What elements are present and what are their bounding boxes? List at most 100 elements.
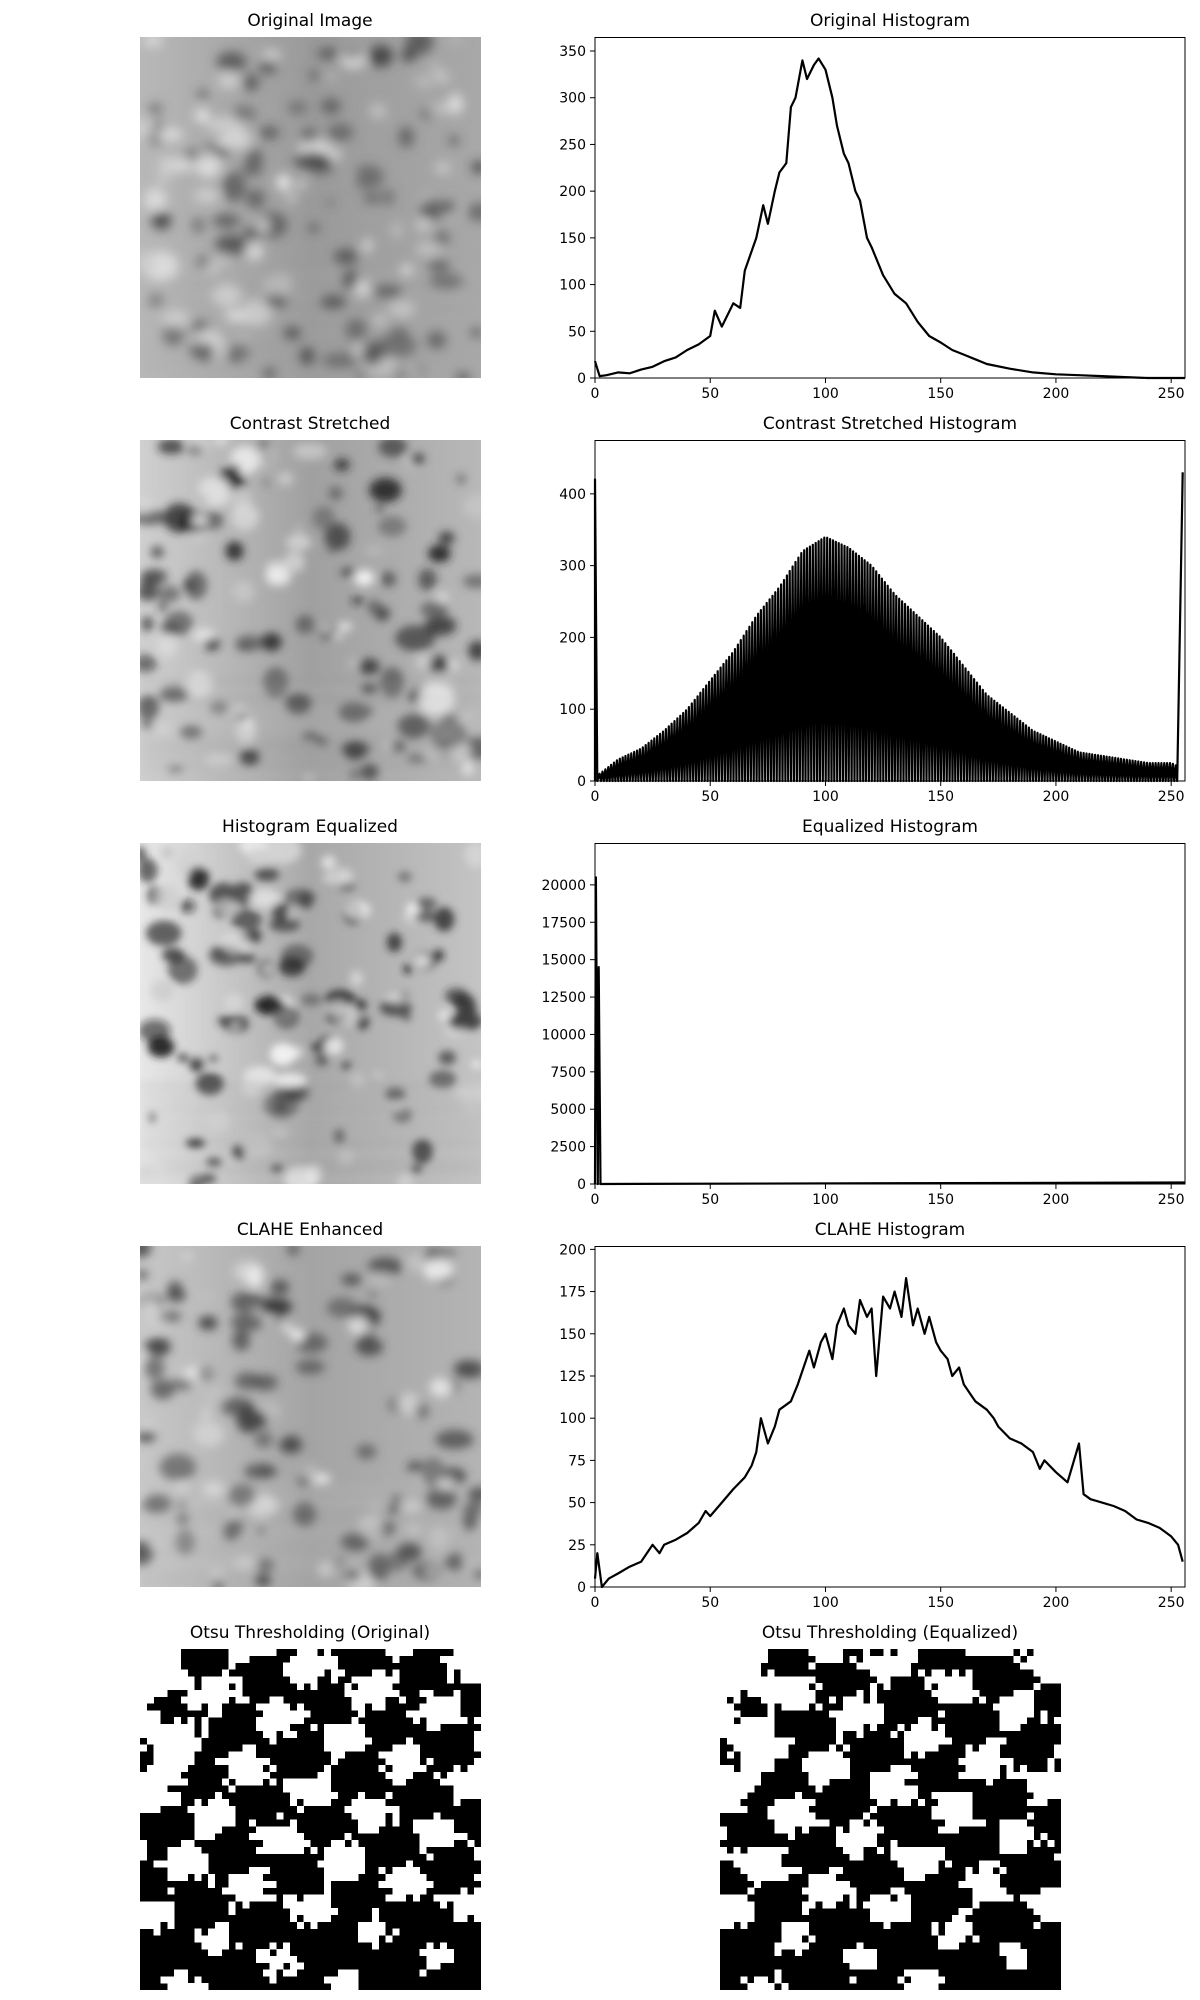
histogram-line xyxy=(593,57,1185,380)
threshold-pixel xyxy=(194,1799,202,1807)
threshold-pixel xyxy=(440,1833,448,1841)
threshold-pixel xyxy=(453,1655,461,1663)
threshold-pixel xyxy=(1006,1955,1014,1963)
threshold-pixel xyxy=(358,1696,366,1704)
threshold-pixel xyxy=(1013,1696,1021,1704)
threshold-pixel xyxy=(221,1758,229,1766)
threshold-pixel xyxy=(747,1983,755,1990)
threshold-pixel xyxy=(290,1914,298,1922)
texture-blob xyxy=(302,128,317,145)
threshold-pixel xyxy=(829,1894,837,1902)
threshold-pixel xyxy=(863,1949,871,1957)
threshold-pixel xyxy=(392,1812,400,1820)
texture-blob xyxy=(177,1053,190,1062)
threshold-pixel xyxy=(1054,1771,1061,1779)
threshold-pixel xyxy=(358,1724,366,1732)
threshold-pixel xyxy=(1040,1710,1048,1718)
threshold-pixel xyxy=(419,1689,427,1697)
threshold-pixel xyxy=(985,1764,993,1772)
threshold-pixel xyxy=(310,1908,318,1916)
texture-blob xyxy=(163,503,196,533)
threshold-pixel xyxy=(228,1655,236,1663)
texture-blob xyxy=(198,1316,218,1330)
threshold-pixel xyxy=(242,1771,250,1779)
threshold-pixel xyxy=(453,1778,461,1786)
texture-blob xyxy=(143,37,163,47)
threshold-pixel xyxy=(1026,1901,1034,1909)
threshold-pixel xyxy=(140,1921,147,1929)
threshold-pixel xyxy=(392,1655,400,1663)
threshold-pixel xyxy=(801,1887,809,1895)
threshold-pixel xyxy=(979,1771,987,1779)
threshold-pixel xyxy=(419,1846,427,1854)
texture-blob xyxy=(285,192,298,203)
scan-line xyxy=(140,323,481,326)
texture-blob xyxy=(315,1473,331,1484)
texture-blob xyxy=(448,1011,481,1031)
threshold-pixel xyxy=(167,1914,175,1922)
threshold-pixel xyxy=(965,1867,973,1875)
threshold-pixel xyxy=(740,1908,748,1916)
threshold-pixel xyxy=(453,1689,461,1697)
threshold-pixel xyxy=(1020,1717,1028,1725)
threshold-pixel xyxy=(1054,1908,1061,1916)
threshold-pixel xyxy=(897,1792,905,1800)
threshold-pixel xyxy=(835,1839,843,1847)
threshold-pixel xyxy=(405,1771,413,1779)
threshold-pixel xyxy=(972,1819,980,1827)
threshold-pixel xyxy=(733,1649,741,1656)
threshold-pixel xyxy=(283,1901,291,1909)
threshold-pixel xyxy=(747,1914,755,1922)
threshold-pixel xyxy=(399,1764,407,1772)
threshold-pixel xyxy=(726,1737,734,1745)
threshold-pixel xyxy=(904,1655,912,1663)
threshold-pixel xyxy=(351,1867,359,1875)
threshold-pixel xyxy=(1047,1839,1055,1847)
threshold-pixel xyxy=(180,1730,188,1738)
threshold-pixel xyxy=(774,1976,782,1984)
threshold-pixel xyxy=(208,1942,216,1950)
threshold-pixel xyxy=(726,1669,734,1677)
threshold-pixel xyxy=(999,1867,1007,1875)
threshold-pixel xyxy=(385,1880,393,1888)
texture-blob xyxy=(284,1166,318,1184)
threshold-pixel xyxy=(965,1751,973,1759)
x-tick-label: 100 xyxy=(812,789,839,805)
threshold-pixel xyxy=(160,1785,168,1793)
texture-blob xyxy=(189,1056,205,1072)
texture-blob xyxy=(157,440,185,455)
threshold-pixel xyxy=(992,1764,1000,1772)
threshold-pixel xyxy=(1020,1771,1028,1779)
threshold-pixel xyxy=(1054,1914,1061,1922)
threshold-pixel xyxy=(296,1839,304,1847)
threshold-pixel xyxy=(467,1662,475,1670)
threshold-pixel xyxy=(897,1853,905,1861)
texture-blob xyxy=(230,1021,239,1032)
threshold-pixel xyxy=(140,1655,147,1663)
threshold-pixel xyxy=(808,1771,816,1779)
texture-blob xyxy=(262,963,275,975)
threshold-pixel xyxy=(788,1689,796,1697)
threshold-pixel xyxy=(849,1887,857,1895)
threshold-pixel xyxy=(269,1724,277,1732)
threshold-pixel xyxy=(740,1758,748,1766)
texture-blob xyxy=(367,1257,403,1276)
threshold-pixel xyxy=(808,1758,816,1766)
threshold-pixel xyxy=(890,1730,898,1738)
threshold-pixel xyxy=(788,1737,796,1745)
threshold-pixel xyxy=(897,1724,905,1732)
threshold-pixel xyxy=(221,1676,229,1684)
threshold-pixel xyxy=(951,1689,959,1697)
threshold-pixel xyxy=(440,1839,448,1847)
threshold-pixel xyxy=(371,1799,379,1807)
scan-line xyxy=(140,1100,481,1103)
threshold-pixel xyxy=(945,1737,953,1745)
threshold-pixel xyxy=(1047,1676,1055,1684)
threshold-pixel xyxy=(208,1812,216,1820)
threshold-pixel xyxy=(1054,1662,1061,1670)
threshold-pixel xyxy=(870,1655,878,1663)
threshold-pixel xyxy=(153,1689,161,1697)
threshold-pixel xyxy=(365,1737,373,1745)
threshold-pixel xyxy=(167,1860,175,1868)
threshold-pixel xyxy=(344,1867,352,1875)
